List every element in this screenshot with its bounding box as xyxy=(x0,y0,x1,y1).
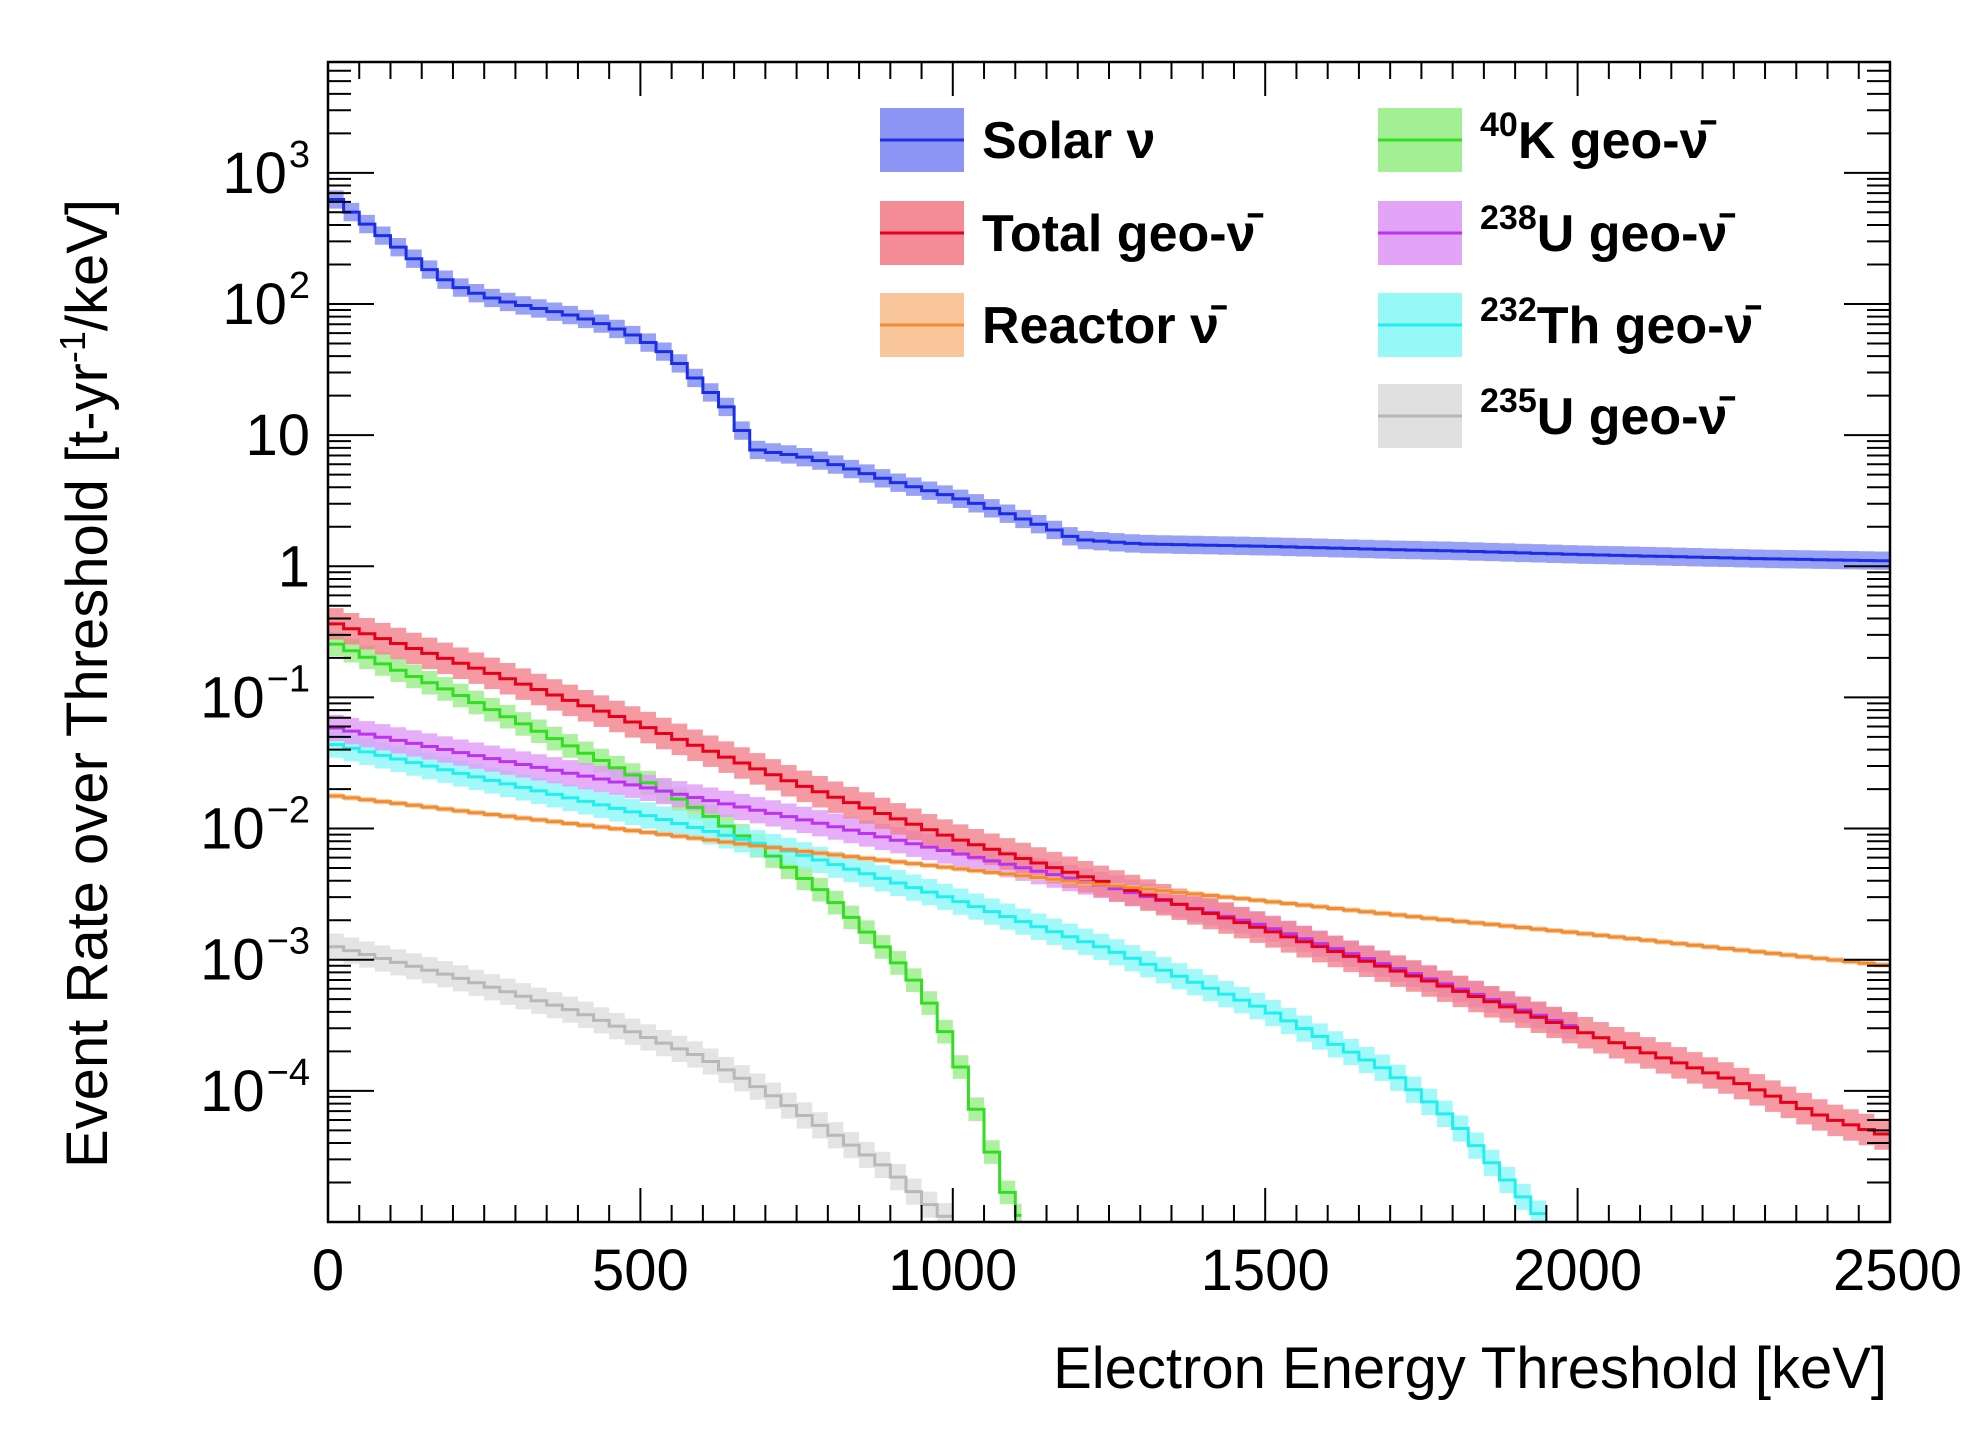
x-tick-label: 0 xyxy=(312,1238,344,1303)
legend-label-sup: 232 xyxy=(1480,291,1537,329)
y-tick-label: −310 xyxy=(200,921,310,993)
x-tick-label: 500 xyxy=(592,1238,689,1303)
band-238u-geo xyxy=(328,714,1578,1039)
y-tick-base: 1 xyxy=(278,534,310,599)
line-reactor xyxy=(328,794,1890,967)
y-axis-title-sup: -1 xyxy=(52,331,93,363)
y-tick-exponent: −2 xyxy=(267,790,310,832)
x-tick-label: 2500 xyxy=(1833,1238,1962,1303)
legend-entry-reactor: Reactor ν̄ xyxy=(880,293,1227,357)
y-tick-label: −210 xyxy=(200,790,310,862)
line-235u-geo xyxy=(328,945,953,1218)
y-axis-title: Event Rate over Threshold [t-yr-1/keV] xyxy=(52,199,120,1168)
band-total-geo xyxy=(328,608,1890,1150)
axis-ticks xyxy=(327,61,1891,1223)
legend-label: Solar ν xyxy=(982,112,1155,170)
x-tick-label: 1500 xyxy=(1201,1238,1330,1303)
legend-entry-40k-geo: 40K geo-ν̄ xyxy=(1378,106,1717,172)
legend-entry-total-geo: Total geo-ν̄ xyxy=(880,201,1263,265)
legend-label: 235U geo-ν̄ xyxy=(1480,382,1735,446)
legend-label-sup: 238 xyxy=(1480,199,1537,237)
line-40k-geo xyxy=(328,642,1022,1217)
y-tick-exponent: −3 xyxy=(267,921,310,963)
x-axis-title: Electron Energy Threshold [keV] xyxy=(1053,1336,1887,1401)
legend-entry-232th-geo: 232Th geo-ν̄ xyxy=(1378,291,1761,357)
y-tick-exponent: −1 xyxy=(267,658,310,700)
legend-label: 238U geo-ν̄ xyxy=(1480,199,1735,263)
y-tick-base: 10 xyxy=(245,403,310,468)
series-lines xyxy=(328,198,1890,1218)
y-tick-base: 10 xyxy=(200,928,265,993)
y-tick-label: −110 xyxy=(200,658,310,730)
line-232th-geo xyxy=(328,743,1547,1216)
y-tick-exponent: 2 xyxy=(289,265,310,307)
y-tick-label: 10 xyxy=(245,403,310,468)
y-tick-label: 310 xyxy=(222,134,310,206)
y-tick-label: 210 xyxy=(222,265,310,337)
legend: Solar ν Total geo-ν̄ Reactor ν̄ 40K geo-ν̄ 2… xyxy=(880,106,1761,448)
band-232th-geo xyxy=(328,731,1547,1222)
legend-entry-238u-geo: 238U geo-ν̄ xyxy=(1378,199,1735,265)
legend-label: Reactor ν̄ xyxy=(982,297,1227,355)
legend-entry-235u-geo: 235U geo-ν̄ xyxy=(1378,382,1735,448)
x-tick-label: 1000 xyxy=(888,1238,1017,1303)
y-tick-exponent: 3 xyxy=(289,134,310,176)
y-tick-label: −410 xyxy=(200,1052,310,1124)
legend-label-sup: 40 xyxy=(1480,106,1518,144)
y-tick-base: 10 xyxy=(200,797,265,862)
y-tick-base: 10 xyxy=(200,665,265,730)
legend-label-sup: 235 xyxy=(1480,382,1537,420)
y-tick-base: 10 xyxy=(222,272,287,337)
legend-label: Total geo-ν̄ xyxy=(982,205,1263,263)
y-tick-base: 10 xyxy=(222,141,287,206)
legend-entry-solar: Solar ν xyxy=(880,108,1155,172)
y-tick-base: 10 xyxy=(200,1059,265,1124)
legend-label: 232Th geo-ν̄ xyxy=(1480,291,1761,355)
line-238u-geo xyxy=(328,726,1578,1028)
y-tick-label: 1 xyxy=(278,534,310,599)
y-tick-exponent: −4 xyxy=(267,1052,310,1094)
line-solar xyxy=(328,198,1890,563)
x-tick-labels: 0 500 1000 1500 2000 2500 xyxy=(312,1238,1962,1303)
x-tick-label: 2000 xyxy=(1513,1238,1642,1303)
legend-label: 40K geo-ν̄ xyxy=(1480,106,1717,170)
